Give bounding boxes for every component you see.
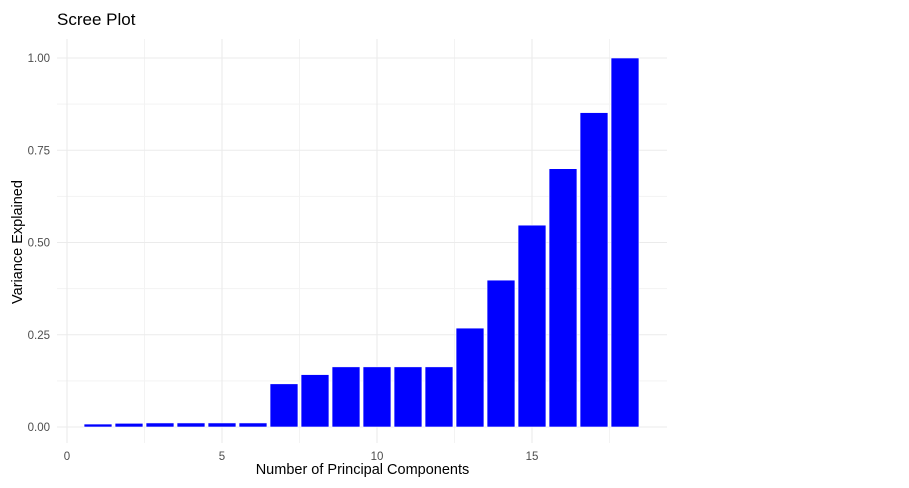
bar (269, 383, 299, 428)
bar (207, 422, 237, 428)
bar (610, 57, 640, 428)
bar (300, 374, 330, 428)
bar (176, 422, 206, 428)
y-axis-label: Variance Explained (10, 180, 26, 304)
bar (424, 366, 454, 428)
y-tick-label: 1.00 (28, 53, 50, 65)
bar (455, 327, 485, 428)
x-tick-label: 5 (219, 451, 225, 463)
bar (114, 423, 144, 428)
x-axis-ticks: 0 5 10 15 (64, 451, 539, 463)
bar (331, 366, 361, 428)
x-tick-label: 15 (526, 451, 539, 463)
bar (579, 112, 609, 428)
bar (393, 366, 423, 428)
x-tick-label: 0 (64, 451, 70, 463)
y-tick-label: 0.75 (28, 145, 50, 157)
bar (486, 279, 516, 428)
bar (83, 423, 113, 428)
bar (548, 168, 578, 428)
y-tick-label: 0.25 (28, 330, 50, 342)
bar (517, 224, 547, 428)
y-tick-label: 0.50 (28, 238, 50, 250)
x-tick-label: 10 (371, 451, 384, 463)
bar (362, 366, 392, 428)
chart-title: Scree Plot (57, 10, 136, 29)
y-tick-label: 0.00 (28, 422, 50, 434)
x-axis-label: Number of Principal Components (255, 462, 470, 478)
y-axis-ticks: 0.00 0.25 0.50 0.75 1.00 (28, 53, 50, 434)
bars (83, 57, 640, 428)
bar (238, 422, 268, 428)
bar (145, 422, 175, 428)
